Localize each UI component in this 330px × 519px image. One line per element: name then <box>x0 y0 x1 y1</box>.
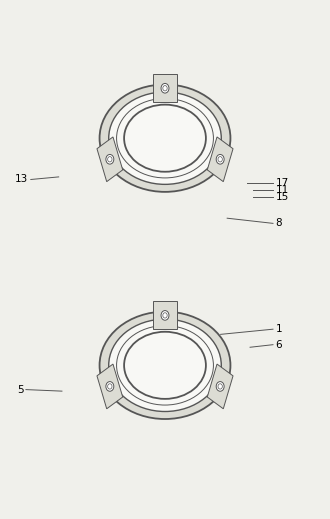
Polygon shape <box>207 364 233 409</box>
Ellipse shape <box>161 310 169 320</box>
Ellipse shape <box>218 384 222 389</box>
Ellipse shape <box>100 311 230 419</box>
Ellipse shape <box>124 105 206 172</box>
Ellipse shape <box>109 319 221 412</box>
Ellipse shape <box>124 332 206 399</box>
Ellipse shape <box>218 157 222 162</box>
Polygon shape <box>207 137 233 182</box>
Text: 1: 1 <box>276 324 282 334</box>
Ellipse shape <box>116 325 214 405</box>
Text: 15: 15 <box>276 192 289 201</box>
Ellipse shape <box>108 384 112 389</box>
Ellipse shape <box>163 313 167 318</box>
Ellipse shape <box>116 99 214 178</box>
Ellipse shape <box>106 155 114 164</box>
Text: 13: 13 <box>15 174 28 184</box>
Polygon shape <box>153 74 177 102</box>
Text: 8: 8 <box>276 218 282 228</box>
Text: 6: 6 <box>276 339 282 350</box>
Ellipse shape <box>106 381 114 391</box>
Polygon shape <box>97 137 123 182</box>
Polygon shape <box>153 302 177 330</box>
Ellipse shape <box>216 381 224 391</box>
Text: 11: 11 <box>276 185 289 195</box>
Ellipse shape <box>100 85 230 192</box>
Ellipse shape <box>163 86 167 91</box>
Ellipse shape <box>161 84 169 93</box>
Text: 5: 5 <box>17 385 23 394</box>
Ellipse shape <box>108 157 112 162</box>
Polygon shape <box>97 364 123 409</box>
Text: 17: 17 <box>276 178 289 188</box>
Ellipse shape <box>216 155 224 164</box>
Ellipse shape <box>109 92 221 184</box>
